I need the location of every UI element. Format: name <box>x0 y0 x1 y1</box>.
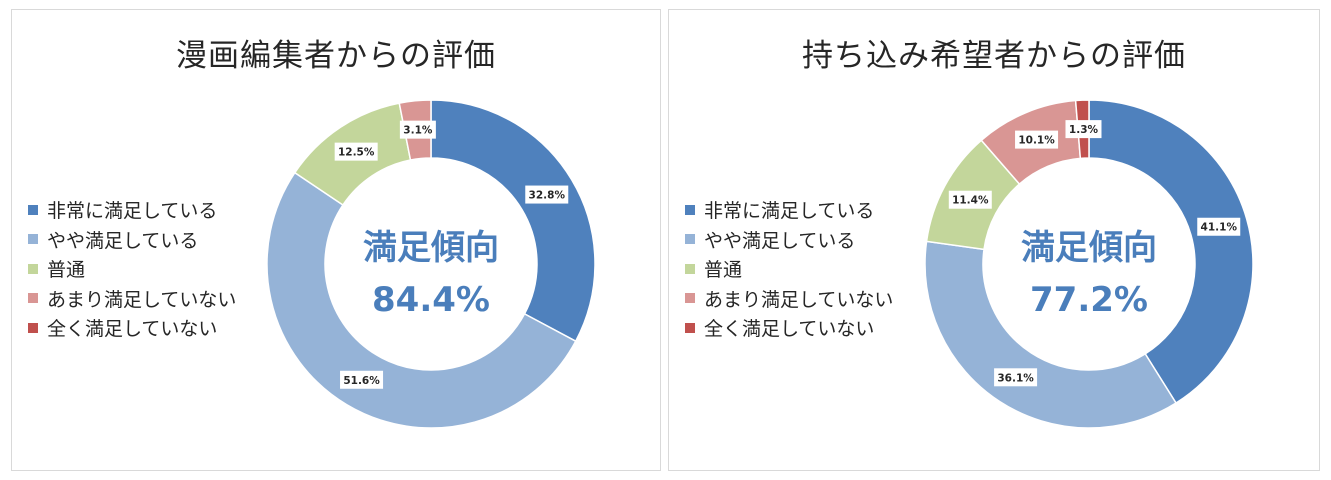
data-label-box <box>525 185 569 204</box>
donut-slices <box>924 99 1254 429</box>
center-label: 満足傾向 <box>1021 228 1157 268</box>
data-label: 12.5% <box>338 147 375 159</box>
data-label-box <box>334 142 378 161</box>
legend-swatch <box>685 263 695 274</box>
center-value: 77.2% <box>1030 280 1148 320</box>
data-label: 41.1% <box>1201 222 1238 234</box>
legend-item: 普通 <box>28 254 236 284</box>
legend-label: やや満足している <box>704 229 856 252</box>
legend-swatch <box>28 204 38 215</box>
data-label-box <box>340 370 384 389</box>
legend-item: 普通 <box>685 254 893 284</box>
data-label: 36.1% <box>997 372 1034 384</box>
legend-swatch <box>685 204 695 215</box>
chart-panel-applicants: 持ち込み希望者からの評価 非常に満足している やや満足している 普通 あまり満足… <box>668 9 1320 471</box>
data-label: 32.8% <box>529 190 566 202</box>
legend-item: 全く満足していない <box>28 313 236 343</box>
legend-label: あまり満足していない <box>704 288 894 311</box>
chart-title: 漫画編集者からの評価 <box>176 38 496 74</box>
legend-label: 全く満足していない <box>704 318 875 341</box>
data-label-box <box>399 120 436 139</box>
legend-item: やや満足している <box>685 225 893 255</box>
data-label: 11.4% <box>952 195 989 207</box>
legend-swatch <box>28 322 38 333</box>
data-label-box <box>1197 217 1241 236</box>
legend-swatch <box>28 234 38 245</box>
chart-title: 持ち込み希望者からの評価 <box>802 38 1186 74</box>
legend-item: 非常に満足している <box>685 195 893 225</box>
legend-label: あまり満足していない <box>47 288 237 311</box>
donut-data-labels: 32.8% 51.6% 12.5% 3.1% <box>334 120 569 389</box>
center-label: 満足傾向 <box>363 228 499 268</box>
center-value: 84.4% <box>372 280 490 320</box>
legend-label: やや満足している <box>47 229 199 252</box>
legend-item: あまり満足していない <box>28 284 236 314</box>
legend-swatch <box>685 293 695 304</box>
legend-swatch <box>685 234 695 245</box>
legend-label: 普通 <box>704 259 743 282</box>
data-label-box <box>994 368 1038 387</box>
donut-slice <box>924 240 1178 429</box>
donut-chart: 41.1% 36.1% 11.4% 10.1% 1.3% 満足傾向 77.2% <box>924 99 1254 429</box>
data-label: 51.6% <box>343 375 380 387</box>
legend-label: 普通 <box>47 259 86 282</box>
legend-swatch <box>28 293 38 304</box>
data-label: 1.3% <box>1069 124 1099 136</box>
data-label: 3.1% <box>403 125 433 137</box>
donut-slice <box>266 171 577 429</box>
chart-legend: 非常に満足している やや満足している 普通 あまり満足していない 全く満足してい… <box>685 195 893 343</box>
chart-panel-editors: 漫画編集者からの評価 非常に満足している やや満足している 普通 あまり満足して… <box>11 9 661 471</box>
legend-item: やや満足している <box>28 225 236 255</box>
legend-item: 全く満足していない <box>685 313 893 343</box>
legend-swatch <box>28 263 38 274</box>
data-label-box <box>948 190 992 209</box>
donut-slice <box>1088 99 1254 405</box>
legend-label: 非常に満足している <box>704 200 875 223</box>
data-label-box <box>1065 120 1102 139</box>
donut-data-labels: 41.1% 36.1% 11.4% 10.1% 1.3% <box>948 120 1241 387</box>
donut-slice <box>430 99 596 343</box>
data-label-box <box>1015 130 1059 149</box>
donut-chart: 32.8% 51.6% 12.5% 3.1% 満足傾向 84.4% <box>266 99 596 429</box>
chart-legend: 非常に満足している やや満足している 普通 あまり満足していない 全く満足してい… <box>28 195 236 343</box>
legend-item: あまり満足していない <box>685 284 893 314</box>
legend-label: 全く満足していない <box>47 318 218 341</box>
legend-item: 非常に満足している <box>28 195 236 225</box>
data-label: 10.1% <box>1018 135 1055 147</box>
legend-swatch <box>685 322 695 333</box>
legend-label: 非常に満足している <box>47 200 218 223</box>
